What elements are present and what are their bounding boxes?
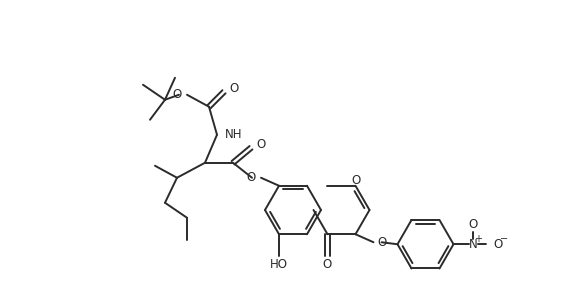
Text: −: −: [500, 234, 507, 244]
Text: HO: HO: [270, 258, 288, 271]
Text: O: O: [493, 238, 503, 251]
Text: NH: NH: [225, 128, 242, 141]
Text: O: O: [469, 218, 478, 231]
Text: O: O: [173, 88, 182, 101]
Text: O: O: [247, 171, 256, 184]
Text: +: +: [474, 234, 483, 244]
Text: O: O: [323, 258, 332, 271]
Text: O: O: [256, 138, 265, 151]
Text: O: O: [352, 174, 361, 187]
Text: O: O: [378, 236, 387, 249]
Text: N: N: [469, 238, 478, 251]
Text: O: O: [229, 82, 238, 95]
